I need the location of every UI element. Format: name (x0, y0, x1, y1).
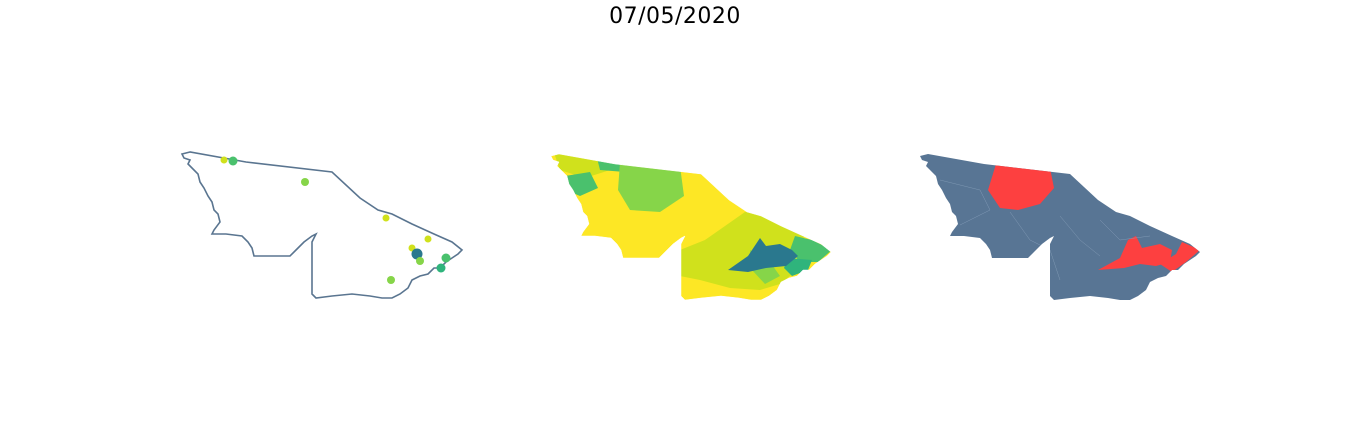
point-marker (387, 276, 395, 284)
point-marker (382, 214, 390, 222)
choropleth-map-panel (550, 153, 832, 301)
point-marker (301, 178, 309, 186)
point-marker (228, 156, 238, 166)
point-marker (436, 263, 446, 273)
region-far-east-teal (784, 258, 812, 276)
state-outline (181, 151, 463, 299)
region-central-north (618, 162, 684, 212)
point-markers (220, 156, 451, 284)
map-title: 07/05/2020 (609, 4, 741, 29)
point-marker (411, 248, 423, 260)
region-far-east-green (790, 236, 831, 262)
region-northwest (551, 154, 610, 178)
region-highlight-far-east (1160, 242, 1200, 272)
highlight-map-panel (920, 154, 1200, 300)
point-marker (441, 253, 451, 263)
point-map-panel (181, 151, 463, 299)
point-marker (424, 235, 432, 243)
region-highlight-southeast (1098, 236, 1172, 270)
point-marker (220, 156, 228, 164)
point-marker (416, 257, 424, 265)
region-highlight-north (988, 164, 1054, 210)
region-slate-base (920, 154, 1200, 300)
region-dark-teal (728, 238, 798, 272)
